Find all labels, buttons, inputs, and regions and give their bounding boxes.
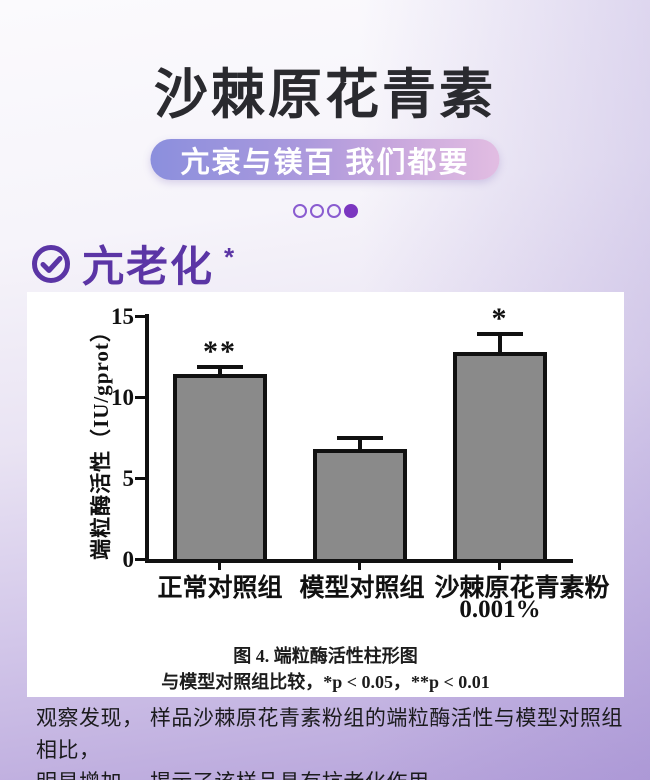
y-tick-label: 10: [111, 385, 134, 410]
y-tick-label: 0: [122, 547, 135, 572]
x-tick-mark: [498, 563, 501, 570]
subtitle-badge: 亢衰与镁百 我们都要: [150, 139, 500, 180]
section-heading-asterisk: *: [224, 242, 235, 272]
significance-label: *: [491, 302, 509, 336]
chart-card: 0 5 10 15 ** 正常对照组 模型对照组 * 沙棘原花青素粉 0.001% 端粒酶活性（I…: [27, 292, 624, 697]
y-tick-mark: [135, 558, 146, 561]
pagination-dot-1[interactable]: [292, 204, 307, 218]
error-bar-whisker: [498, 335, 502, 355]
y-tick-label: 15: [111, 304, 134, 329]
significance-label: **: [203, 334, 237, 368]
section-heading: 亢老化 *: [30, 233, 234, 294]
pagination-dot-3[interactable]: [326, 204, 341, 218]
x-category-label: 正常对照组: [157, 575, 283, 602]
x-tick-mark: [358, 563, 361, 570]
page-title: 沙棘原花青素: [154, 65, 496, 125]
x-tick-mark: [218, 563, 221, 570]
x-category-sublabel: 0.001%: [459, 596, 541, 623]
y-tick-label: 5: [122, 466, 135, 491]
chart-y-axis-label: 端粒酶活性（IU/gprot）: [89, 320, 113, 560]
x-category-label: 沙棘原花青素粉: [434, 575, 610, 602]
y-tick-mark: [135, 396, 146, 399]
y-axis-line: [145, 314, 149, 563]
bar-3: [453, 351, 547, 563]
error-bar-whisker: [358, 438, 362, 452]
error-bar-cap: [337, 435, 383, 440]
error-bar-whisker: [218, 367, 222, 378]
pagination-dots: [0, 204, 650, 218]
conclusion-line-1: 观察发现， 样品沙棘原花青素粉组的端粒酶活性与模型对照组相比，: [36, 707, 623, 762]
bar-chart: 0 5 10 15 ** 正常对照组 模型对照组 * 沙棘原花青素粉 0.001%: [27, 292, 624, 697]
conclusion-text: 观察发现， 样品沙棘原花青素粉组的端粒酶活性与模型对照组相比， 明显增加， 揭示…: [36, 703, 636, 780]
pagination-dot-2[interactable]: [309, 204, 324, 218]
conclusion-line-2: 明显增加， 揭示了该样品具有抗老化作用。: [36, 767, 636, 780]
y-tick-mark: [135, 315, 146, 318]
x-category-label: 模型对照组: [299, 575, 425, 602]
error-bar-cap: [477, 332, 523, 337]
section-heading-label: 亢老化: [82, 243, 215, 290]
y-tick-mark: [135, 477, 146, 480]
circled-check-icon: [30, 243, 72, 285]
pagination-dot-4[interactable]: [343, 204, 358, 218]
subtitle-badge-label: 亢衰与镁百 我们都要: [180, 146, 470, 179]
chart-caption-note: 与模型对照组比较，*p < 0.05，**p < 0.01: [161, 672, 490, 692]
chart-caption-title: 图 4. 端粒酶活性柱形图: [233, 646, 418, 666]
bar-1: [173, 374, 267, 563]
error-bar-cap: [197, 364, 243, 369]
bar-2: [313, 448, 407, 563]
